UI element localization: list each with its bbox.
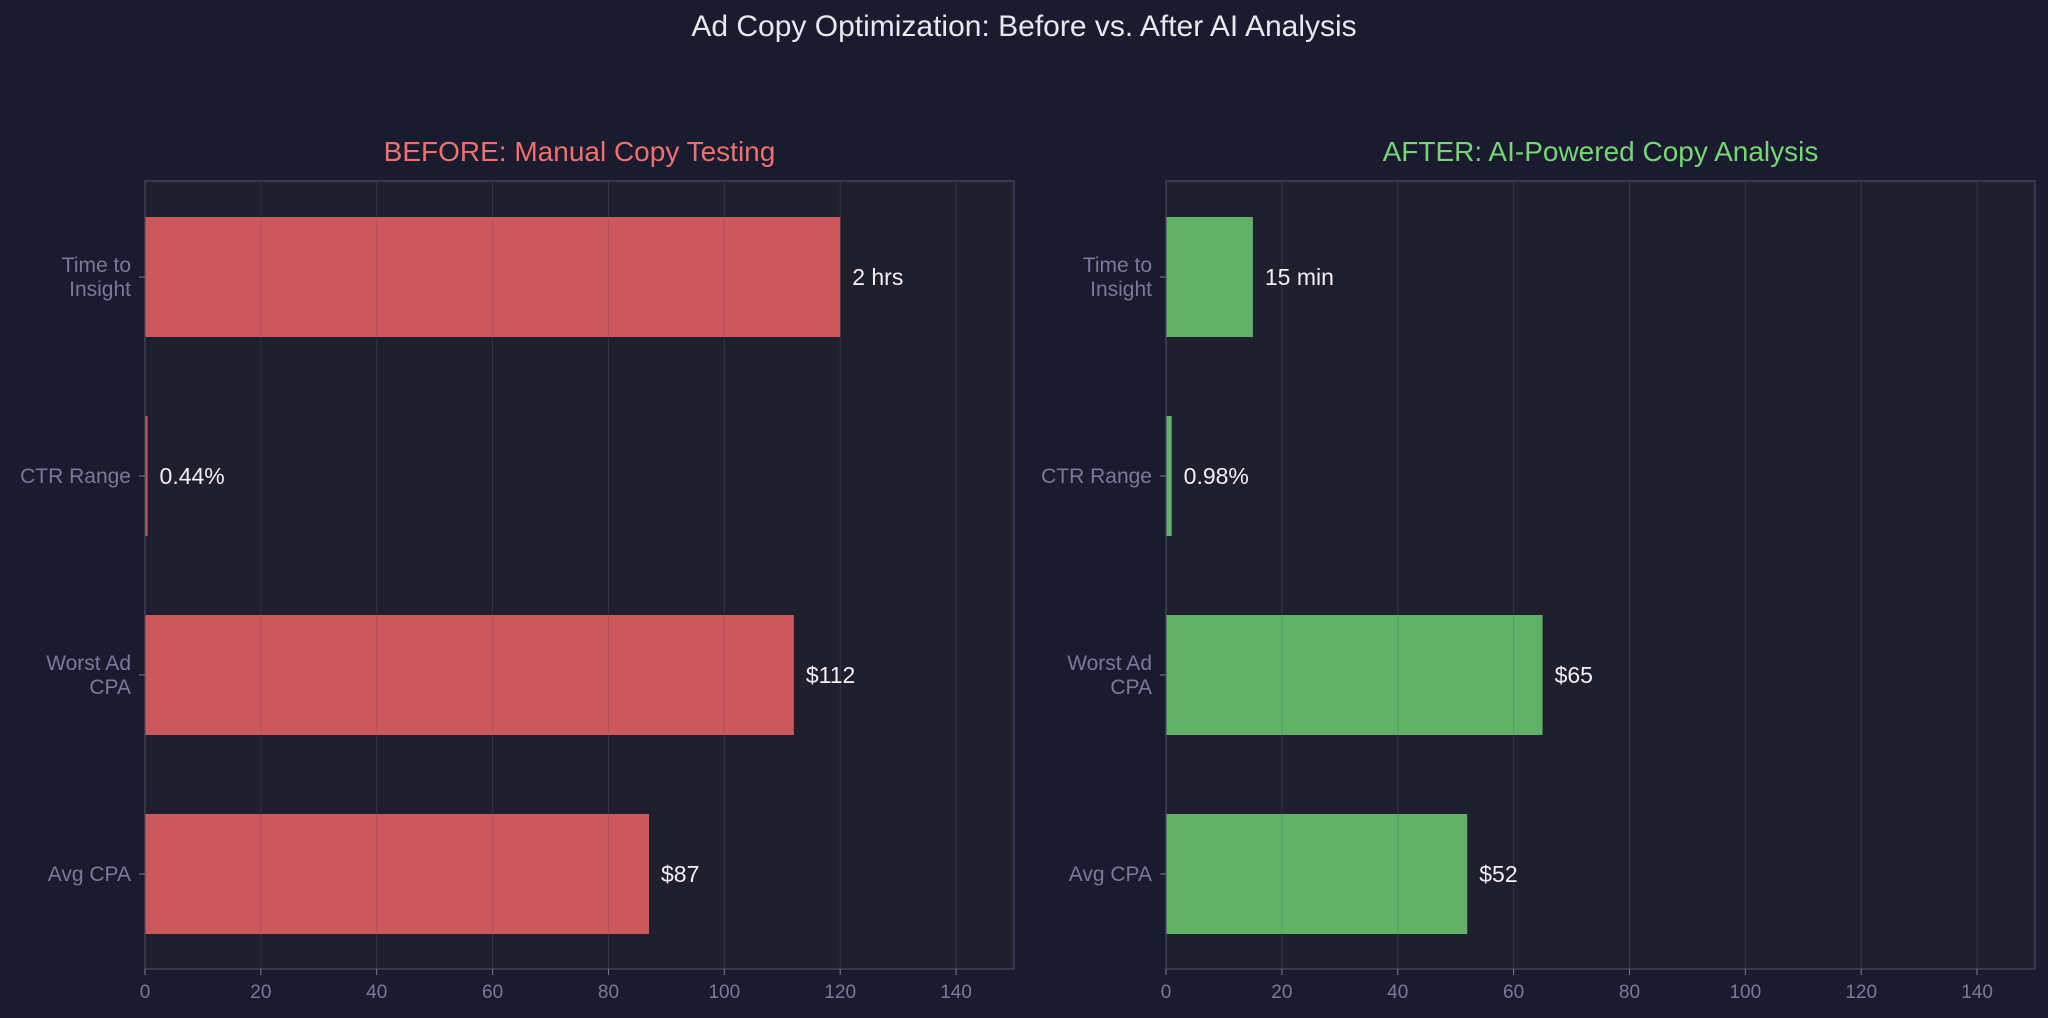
- bar: [1166, 416, 1172, 536]
- y-tick-label: Avg CPA: [1069, 863, 1152, 886]
- x-tick-label: 40: [366, 982, 387, 1003]
- y-tick-label: Worst Ad CPA: [1067, 652, 1152, 699]
- x-tick-label: 80: [598, 982, 619, 1003]
- y-tick-label: CTR Range: [1041, 465, 1152, 488]
- bar: [145, 416, 148, 536]
- data-label: 0.44%: [160, 463, 225, 489]
- x-tick-label: 100: [1729, 982, 1761, 1003]
- y-tick-label: CTR Range: [20, 465, 131, 488]
- data-label: $52: [1479, 861, 1517, 887]
- data-label: 0.98%: [1184, 463, 1249, 489]
- x-tick-label: 100: [708, 982, 740, 1003]
- bar: [145, 615, 794, 735]
- panel-title: BEFORE: Manual Copy Testing: [384, 136, 776, 167]
- data-label: 15 min: [1265, 264, 1334, 290]
- x-tick-label: 20: [250, 982, 271, 1003]
- x-tick-label: 0: [140, 982, 151, 1003]
- x-tick-label: 40: [1387, 982, 1408, 1003]
- x-tick-label: 60: [1503, 982, 1524, 1003]
- bar: [145, 217, 841, 337]
- y-tick-label: Avg CPA: [48, 863, 131, 886]
- plot-frame: [1165, 180, 2036, 970]
- data-label: $87: [661, 861, 699, 887]
- data-label: $112: [806, 662, 855, 688]
- x-tick-label: 60: [482, 982, 503, 1003]
- data-label: $65: [1555, 662, 1593, 688]
- x-tick-label: 80: [1619, 982, 1640, 1003]
- chart-panel-before: 2 hrs 0.44% $112 $87 Time to Insight CTR Range…: [20, 136, 1015, 1003]
- panel-title: AFTER: AI-Powered Copy Analysis: [1383, 136, 1819, 167]
- chart-panel-after: 15 min 0.98% $65 $52 Time to Insight CTR Range…: [1041, 136, 2036, 1003]
- bar: [1166, 217, 1253, 337]
- y-tick-label: Time to Insight: [1083, 254, 1152, 301]
- x-tick-label: 120: [824, 982, 856, 1003]
- data-label: 2 hrs: [852, 264, 903, 290]
- bar: [1166, 615, 1543, 735]
- bar: [145, 814, 650, 934]
- x-tick-label: 120: [1845, 982, 1877, 1003]
- plot-frame: [144, 180, 1015, 970]
- x-tick-label: 140: [1961, 982, 1993, 1003]
- y-tick-label: Worst Ad CPA: [46, 652, 131, 699]
- y-tick-label: Time to Insight: [62, 254, 131, 301]
- chart-panels: 2 hrs 0.44% $112 $87 Time to Insight CTR Range…: [20, 136, 2036, 1003]
- x-tick-label: 0: [1161, 982, 1172, 1003]
- x-tick-label: 140: [940, 982, 972, 1003]
- bar: [1166, 814, 1468, 934]
- figure-title: Ad Copy Optimization: Before vs. After A…: [691, 10, 1356, 43]
- x-tick-label: 20: [1271, 982, 1292, 1003]
